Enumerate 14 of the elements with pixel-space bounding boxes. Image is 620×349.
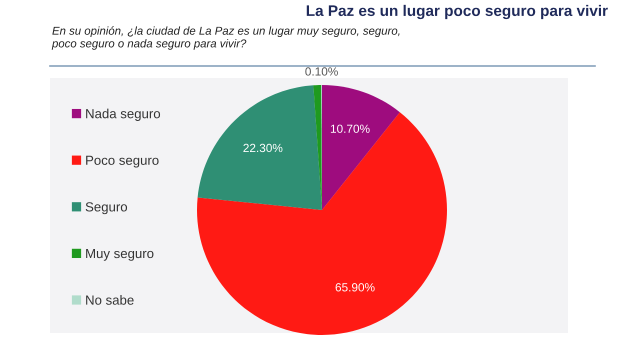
legend-label: Poco seguro [86, 156, 159, 168]
pie-slice [322, 85, 400, 210]
pie-slice [198, 85, 322, 210]
legend-label: Muy seguro [86, 248, 154, 261]
chart-title: La Paz es un lugar poco seguro para vivir [306, 4, 608, 20]
legend-label: No sabe [86, 295, 134, 305]
legend-label: Seguro [86, 202, 128, 214]
data-label: 22.30% [243, 144, 282, 152]
data-label: 10.70% [330, 124, 370, 133]
data-label: 0.10% [305, 67, 338, 76]
data-label: 65.90% [336, 283, 375, 292]
chart-subtitle: En su opinión, ¿la ciudad de La Paz es un lugar muy seguro, seguro, poco seguro o nada seguro para vivir? [52, 26, 400, 50]
pie-slice [197, 112, 447, 335]
legend-label: Nada seguro [86, 108, 160, 121]
